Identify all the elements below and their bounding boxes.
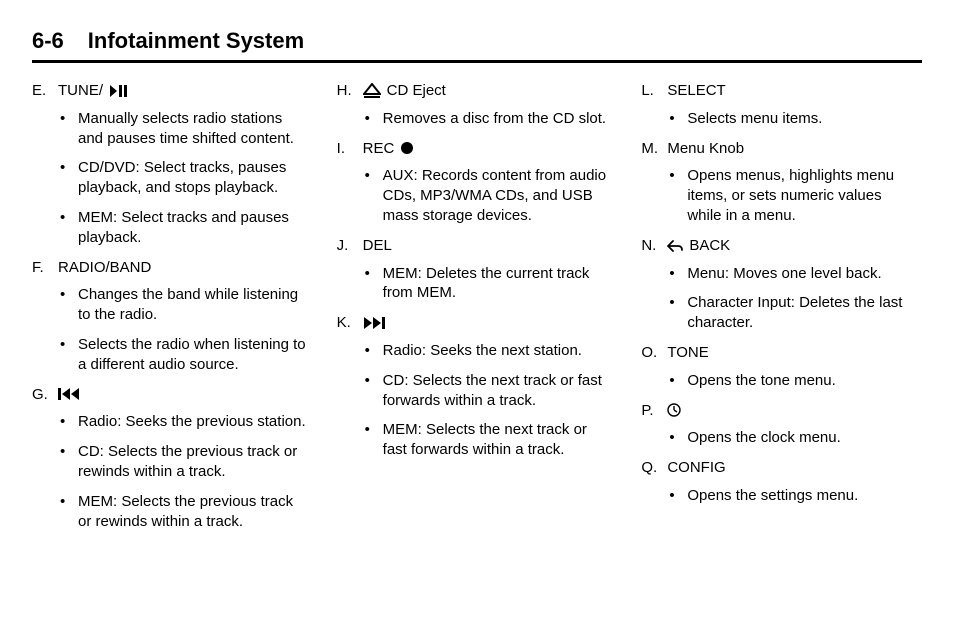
definition-item: K. Radio: Seeks the next station. CD: Sele…: [337, 313, 618, 460]
bullet-item: Opens the clock menu.: [687, 428, 922, 448]
item-label-row: N. BACK: [641, 236, 922, 256]
bullet-item: Selects the radio when listening to a di…: [78, 335, 313, 375]
item-letter: H.: [337, 81, 357, 101]
bullet-item: Manually selects radio stations and paus…: [78, 109, 313, 149]
item-letter: E.: [32, 81, 52, 101]
bullet-item: Radio: Seeks the previous station.: [78, 412, 313, 432]
definition-item: P. Opens the clock menu.: [641, 401, 922, 449]
bullet-item: MEM: Deletes the current track from MEM.: [383, 264, 618, 304]
bullet-item: Opens the settings menu.: [687, 486, 922, 506]
item-label-text: BACK: [689, 236, 730, 256]
bullet-item: Changes the band while listening to the …: [78, 285, 313, 325]
item-bullets: Opens the tone menu.: [641, 371, 922, 391]
bullet-item: CD: Selects the previous track or rewind…: [78, 442, 313, 482]
item-letter: J.: [337, 236, 357, 256]
definition-item: F. RADIO/BAND Changes the band while liste…: [32, 258, 313, 375]
item-label-row: I. REC: [337, 139, 618, 159]
item-label-row: O. TONE: [641, 343, 922, 363]
item-bullets: MEM: Deletes the current track from MEM.: [337, 264, 618, 304]
prev-track-icon: [58, 387, 80, 401]
item-label-row: G.: [32, 385, 313, 405]
back-arrow-icon: [667, 239, 683, 253]
item-label-row: Q. CONFIG: [641, 458, 922, 478]
definition-item: J. DEL MEM: Deletes the current track from…: [337, 236, 618, 303]
item-bullets: AUX: Records content from audio CDs, MP3…: [337, 166, 618, 225]
item-bullets: Radio: Seeks the previous station. CD: Se…: [32, 412, 313, 531]
item-letter: O.: [641, 343, 661, 363]
item-bullets: Opens menus, highlights menu items, or s…: [641, 166, 922, 225]
record-icon: [400, 141, 414, 155]
bullet-item: Opens the tone menu.: [687, 371, 922, 391]
definition-item: H. CD Eject Removes a disc from the CD slo…: [337, 81, 618, 129]
definition-item: I. REC AUX: Records content from audio CDs…: [337, 139, 618, 226]
item-label-row: J. DEL: [337, 236, 618, 256]
item-label-row: E. TUNE/: [32, 81, 313, 101]
item-label-text: DEL: [363, 236, 392, 256]
definition-item: O. TONE Opens the tone menu.: [641, 343, 922, 391]
page-number: 6-6: [32, 28, 64, 54]
definition-item: Q. CONFIG Opens the settings menu.: [641, 458, 922, 506]
item-label-row: K.: [337, 313, 618, 333]
item-letter: F.: [32, 258, 52, 278]
definition-item: L. SELECT Selects menu items.: [641, 81, 922, 129]
bullet-item: MEM: Selects the next track or fast forw…: [383, 420, 618, 460]
item-bullets: Radio: Seeks the next station. CD: Select…: [337, 341, 618, 460]
bullet-item: AUX: Records content from audio CDs, MP3…: [383, 166, 618, 225]
item-label-text: SELECT: [667, 81, 725, 101]
bullet-item: Removes a disc from the CD slot.: [383, 109, 618, 129]
item-letter: I.: [337, 139, 357, 159]
item-label-text: CD Eject: [387, 81, 446, 101]
item-letter: G.: [32, 385, 52, 405]
item-label-text: TUNE/: [58, 81, 103, 101]
definition-item: M. Menu Knob Opens menus, highlights menu …: [641, 139, 922, 226]
bullet-item: CD: Selects the next track or fast forwa…: [383, 371, 618, 411]
column-3: L. SELECT Selects menu items. M. Menu Knob Op…: [641, 81, 922, 541]
bullet-item: Opens menus, highlights menu items, or s…: [687, 166, 922, 225]
item-bullets: Changes the band while listening to the …: [32, 285, 313, 374]
content-columns: E. TUNE/Manually selects radio stations a…: [32, 81, 922, 541]
item-bullets: Opens the clock menu.: [641, 428, 922, 448]
column-1: E. TUNE/Manually selects radio stations a…: [32, 81, 313, 541]
item-letter: P.: [641, 401, 661, 421]
item-label-text: Menu Knob: [667, 139, 744, 159]
play-pause-icon: [109, 84, 129, 98]
eject-icon: [363, 83, 381, 99]
item-bullets: Manually selects radio stations and paus…: [32, 109, 313, 248]
item-label-text: TONE: [667, 343, 708, 363]
bullet-item: MEM: Select tracks and pauses playback.: [78, 208, 313, 248]
item-bullets: Selects menu items.: [641, 109, 922, 129]
item-label-row: M. Menu Knob: [641, 139, 922, 159]
item-label-row: P.: [641, 401, 922, 421]
item-bullets: Opens the settings menu.: [641, 486, 922, 506]
item-bullets: Removes a disc from the CD slot.: [337, 109, 618, 129]
bullet-item: Selects menu items.: [687, 109, 922, 129]
bullet-item: Character Input: Deletes the last charac…: [687, 293, 922, 333]
page-title: Infotainment System: [88, 28, 304, 54]
definition-item: E. TUNE/Manually selects radio stations a…: [32, 81, 313, 248]
column-2: H. CD Eject Removes a disc from the CD slo…: [337, 81, 618, 541]
item-label-text: RADIO/BAND: [58, 258, 151, 278]
item-label-text: CONFIG: [667, 458, 725, 478]
item-bullets: Menu: Moves one level back. Character Inp…: [641, 264, 922, 333]
item-label-row: H. CD Eject: [337, 81, 618, 101]
clock-icon: [667, 403, 681, 417]
item-letter: K.: [337, 313, 357, 333]
item-label-text: REC: [363, 139, 395, 159]
page-header: 6-6 Infotainment System: [32, 28, 922, 63]
bullet-item: CD/DVD: Select tracks, pauses playback, …: [78, 158, 313, 198]
item-letter: L.: [641, 81, 661, 101]
item-label-row: F. RADIO/BAND: [32, 258, 313, 278]
item-letter: Q.: [641, 458, 661, 478]
definition-item: N. BACK Menu: Moves one level back. Charact…: [641, 236, 922, 333]
bullet-item: MEM: Selects the previous track or rewin…: [78, 492, 313, 532]
item-letter: M.: [641, 139, 661, 159]
bullet-item: Radio: Seeks the next station.: [383, 341, 618, 361]
bullet-item: Menu: Moves one level back.: [687, 264, 922, 284]
item-label-row: L. SELECT: [641, 81, 922, 101]
item-letter: N.: [641, 236, 661, 256]
next-track-icon: [363, 316, 385, 330]
definition-item: G. Radio: Seeks the previous station. CD: …: [32, 385, 313, 532]
